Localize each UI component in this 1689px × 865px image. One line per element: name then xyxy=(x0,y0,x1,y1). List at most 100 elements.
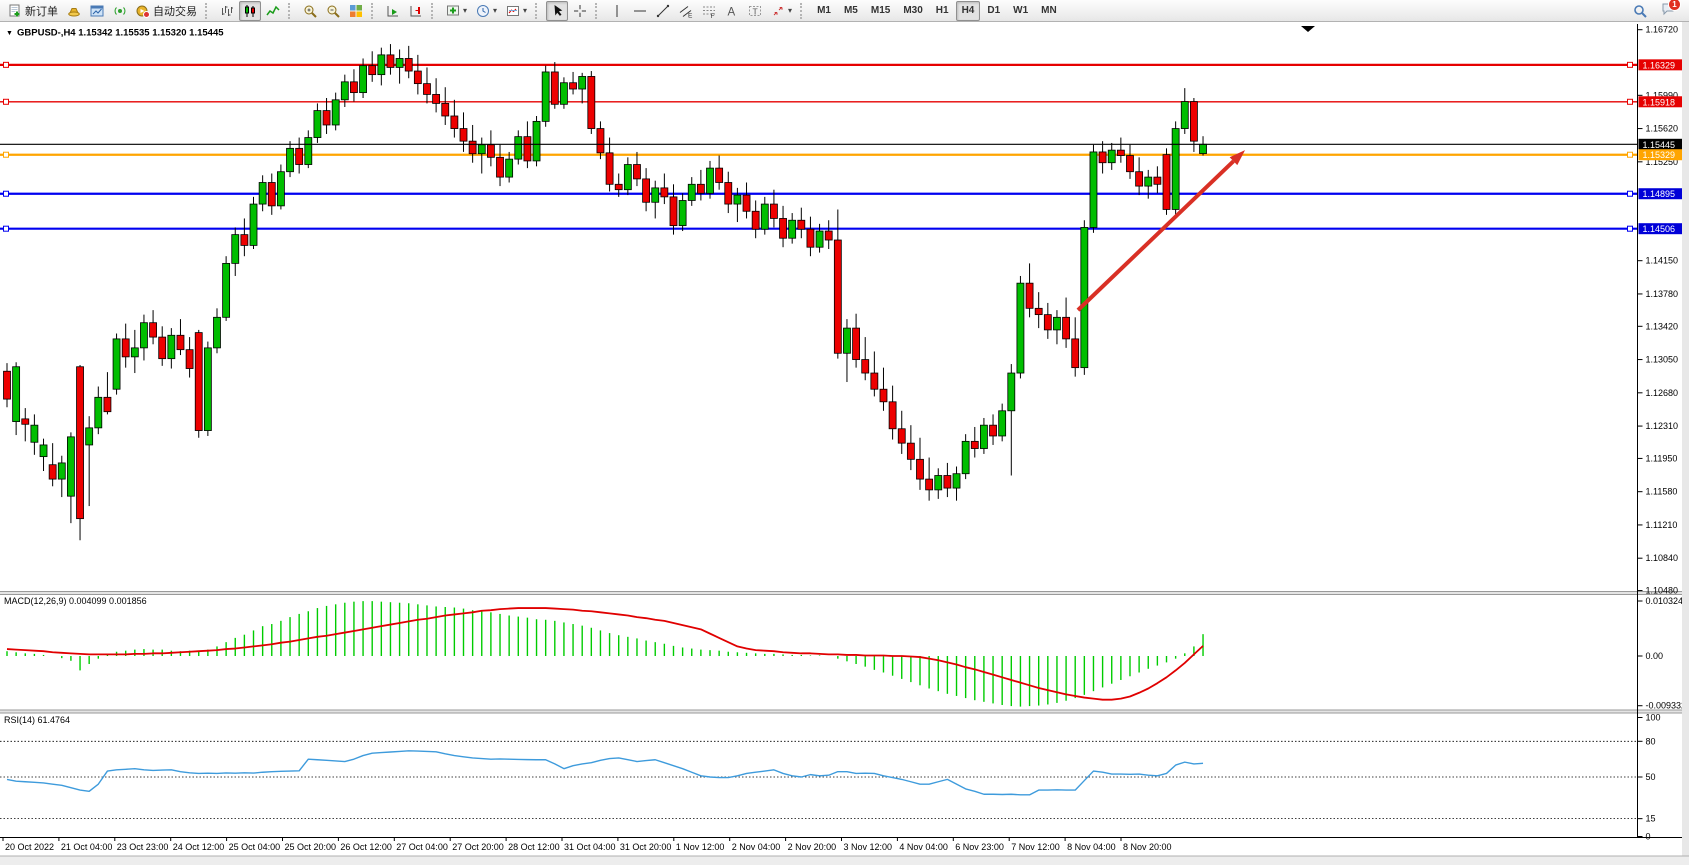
signals-button[interactable] xyxy=(109,1,131,21)
tf-d1-button[interactable]: D1 xyxy=(987,5,1001,16)
trend-arrow-annotation[interactable] xyxy=(1076,150,1246,312)
toolbar-separator xyxy=(800,2,806,19)
svg-text:20 Oct 2022: 20 Oct 2022 xyxy=(5,842,54,852)
svg-text:80: 80 xyxy=(1646,736,1656,746)
indicators-icon xyxy=(446,4,460,18)
crosshair-icon xyxy=(573,4,587,18)
chart-shift-button[interactable] xyxy=(405,1,427,21)
channel-icon: E xyxy=(679,4,693,18)
svg-text:1.15918: 1.15918 xyxy=(1643,97,1676,107)
chevron-down-icon: ▾ xyxy=(493,5,498,15)
tf-m1-button[interactable]: M1 xyxy=(817,5,831,16)
auto-scroll-icon xyxy=(386,4,400,18)
chart-shift-icon xyxy=(409,4,423,18)
search-button[interactable] xyxy=(1629,1,1651,21)
text-icon: A xyxy=(725,4,739,18)
svg-text:T: T xyxy=(753,6,758,16)
svg-text:28 Oct 12:00: 28 Oct 12:00 xyxy=(508,842,560,852)
svg-text:1.13050: 1.13050 xyxy=(1646,355,1679,365)
autotrading-icon xyxy=(136,4,150,18)
periods-button[interactable]: ▾ xyxy=(472,1,501,21)
fibonacci-button[interactable]: F xyxy=(698,1,720,21)
price-axis[interactable]: 1.16720 1.15990 1.15620 1.15250 1.14150 1.137… xyxy=(1637,24,1686,838)
arrows-button[interactable]: ▾ xyxy=(767,1,796,21)
text-label-button[interactable]: T xyxy=(744,1,766,21)
tf-m30-button[interactable]: M30 xyxy=(903,5,923,16)
new-order-button[interactable]: 新订单 xyxy=(4,1,62,21)
horizontal-line-button[interactable] xyxy=(629,1,651,21)
gold-icon xyxy=(67,4,81,18)
tile-windows-icon xyxy=(349,4,363,18)
svg-text:1 Nov 12:00: 1 Nov 12:00 xyxy=(676,842,725,852)
rsi-line xyxy=(6,750,1204,796)
line-chart-icon xyxy=(266,4,280,18)
svg-text:6 Nov 23:00: 6 Nov 23:00 xyxy=(955,842,1004,852)
svg-text:F: F xyxy=(711,13,715,18)
toolbar-separator xyxy=(431,2,437,19)
toolbar-separator xyxy=(371,2,377,19)
zoom-in-button[interactable] xyxy=(299,1,321,21)
autotrading-label: 自动交易 xyxy=(153,5,197,18)
svg-text:8 Nov 04:00: 8 Nov 04:00 xyxy=(1067,842,1116,852)
svg-text:1.16329: 1.16329 xyxy=(1643,60,1676,70)
svg-text:E: E xyxy=(688,12,693,18)
search-icon xyxy=(1633,4,1647,18)
time-axis[interactable]: 20 Oct 2022 21 Oct 04:00 23 Oct 23:00 24 Oc… xyxy=(0,837,1689,853)
svg-text:1.14150: 1.14150 xyxy=(1646,256,1679,266)
toolbar-separator xyxy=(288,2,294,19)
cursor-button[interactable] xyxy=(546,0,569,21)
notifications-button[interactable]: 1 xyxy=(1657,0,1681,21)
svg-text:1.14895: 1.14895 xyxy=(1643,189,1676,199)
svg-text:0: 0 xyxy=(1646,832,1651,842)
chart-title-caret[interactable]: ▼ xyxy=(6,30,13,37)
equidistant-channel-button[interactable]: E xyxy=(675,1,697,21)
tf-h4-button[interactable]: H4 xyxy=(955,0,981,21)
candlestick-icon xyxy=(243,4,257,18)
svg-text:1.15990: 1.15990 xyxy=(1646,90,1679,100)
text-button[interactable]: A xyxy=(721,1,743,21)
tf-w1-button[interactable]: W1 xyxy=(1013,5,1029,16)
svg-text:1.15445: 1.15445 xyxy=(1643,140,1676,150)
svg-text:21 Oct 04:00: 21 Oct 04:00 xyxy=(61,842,113,852)
autotrading-button[interactable]: 自动交易 xyxy=(132,1,201,21)
candlestick-mode-button[interactable] xyxy=(239,0,261,21)
notification-count-badge: 1 xyxy=(1668,0,1681,11)
auto-scroll-button[interactable] xyxy=(382,1,404,21)
line-chart-mode-button[interactable] xyxy=(262,1,284,21)
fibonacci-icon: F xyxy=(702,4,716,18)
tf-m5-button[interactable]: M5 xyxy=(843,5,858,16)
chart-window[interactable]: ▼ GBPUSD-,H4 1.15342 1.15535 1.15320 1.15… xyxy=(0,22,1689,865)
trend-line-button[interactable] xyxy=(652,1,674,21)
svg-text:1.12310: 1.12310 xyxy=(1646,421,1679,431)
chevron-down-icon: ▾ xyxy=(523,5,528,15)
bar-chart-icon xyxy=(220,4,234,18)
indicators-button[interactable]: ▾ xyxy=(442,1,471,21)
svg-text:A: A xyxy=(728,6,736,18)
svg-text:27 Oct 04:00: 27 Oct 04:00 xyxy=(396,842,448,852)
crosshair-button[interactable] xyxy=(569,1,591,21)
svg-text:1.13420: 1.13420 xyxy=(1646,321,1679,331)
vertical-line-button[interactable] xyxy=(606,1,628,21)
svg-text:1.10480: 1.10480 xyxy=(1646,586,1679,596)
tf-m15-button[interactable]: M15 xyxy=(870,5,891,16)
chart-window-button[interactable] xyxy=(86,1,108,21)
svg-text:3 Nov 12:00: 3 Nov 12:00 xyxy=(844,842,893,852)
svg-text:1.11950: 1.11950 xyxy=(1646,453,1678,463)
zoom-out-button[interactable] xyxy=(322,1,344,21)
tf-h1-button[interactable]: H1 xyxy=(935,5,949,16)
gold-button[interactable] xyxy=(63,1,85,21)
bar-chart-mode-button[interactable] xyxy=(216,1,238,21)
tf-mn-button[interactable]: MN xyxy=(1041,5,1057,16)
svg-text:2 Nov 20:00: 2 Nov 20:00 xyxy=(788,842,837,852)
tile-windows-button[interactable] xyxy=(345,1,367,21)
cursor-icon xyxy=(550,4,564,18)
svg-text:1.14506: 1.14506 xyxy=(1643,224,1676,234)
template-icon xyxy=(506,4,520,18)
chevron-down-icon: ▾ xyxy=(463,5,468,15)
rsi-pane: RSI(14) 61.4764 100 80 50 15 0 xyxy=(0,713,1661,842)
templates-button[interactable]: ▾ xyxy=(502,1,531,21)
toolbar-separator xyxy=(595,2,601,19)
svg-text:100: 100 xyxy=(1646,713,1661,723)
chart-canvas[interactable]: ▼ GBPUSD-,H4 1.15342 1.15535 1.15320 1.15… xyxy=(0,22,1689,865)
toolbar-separator xyxy=(535,2,541,19)
